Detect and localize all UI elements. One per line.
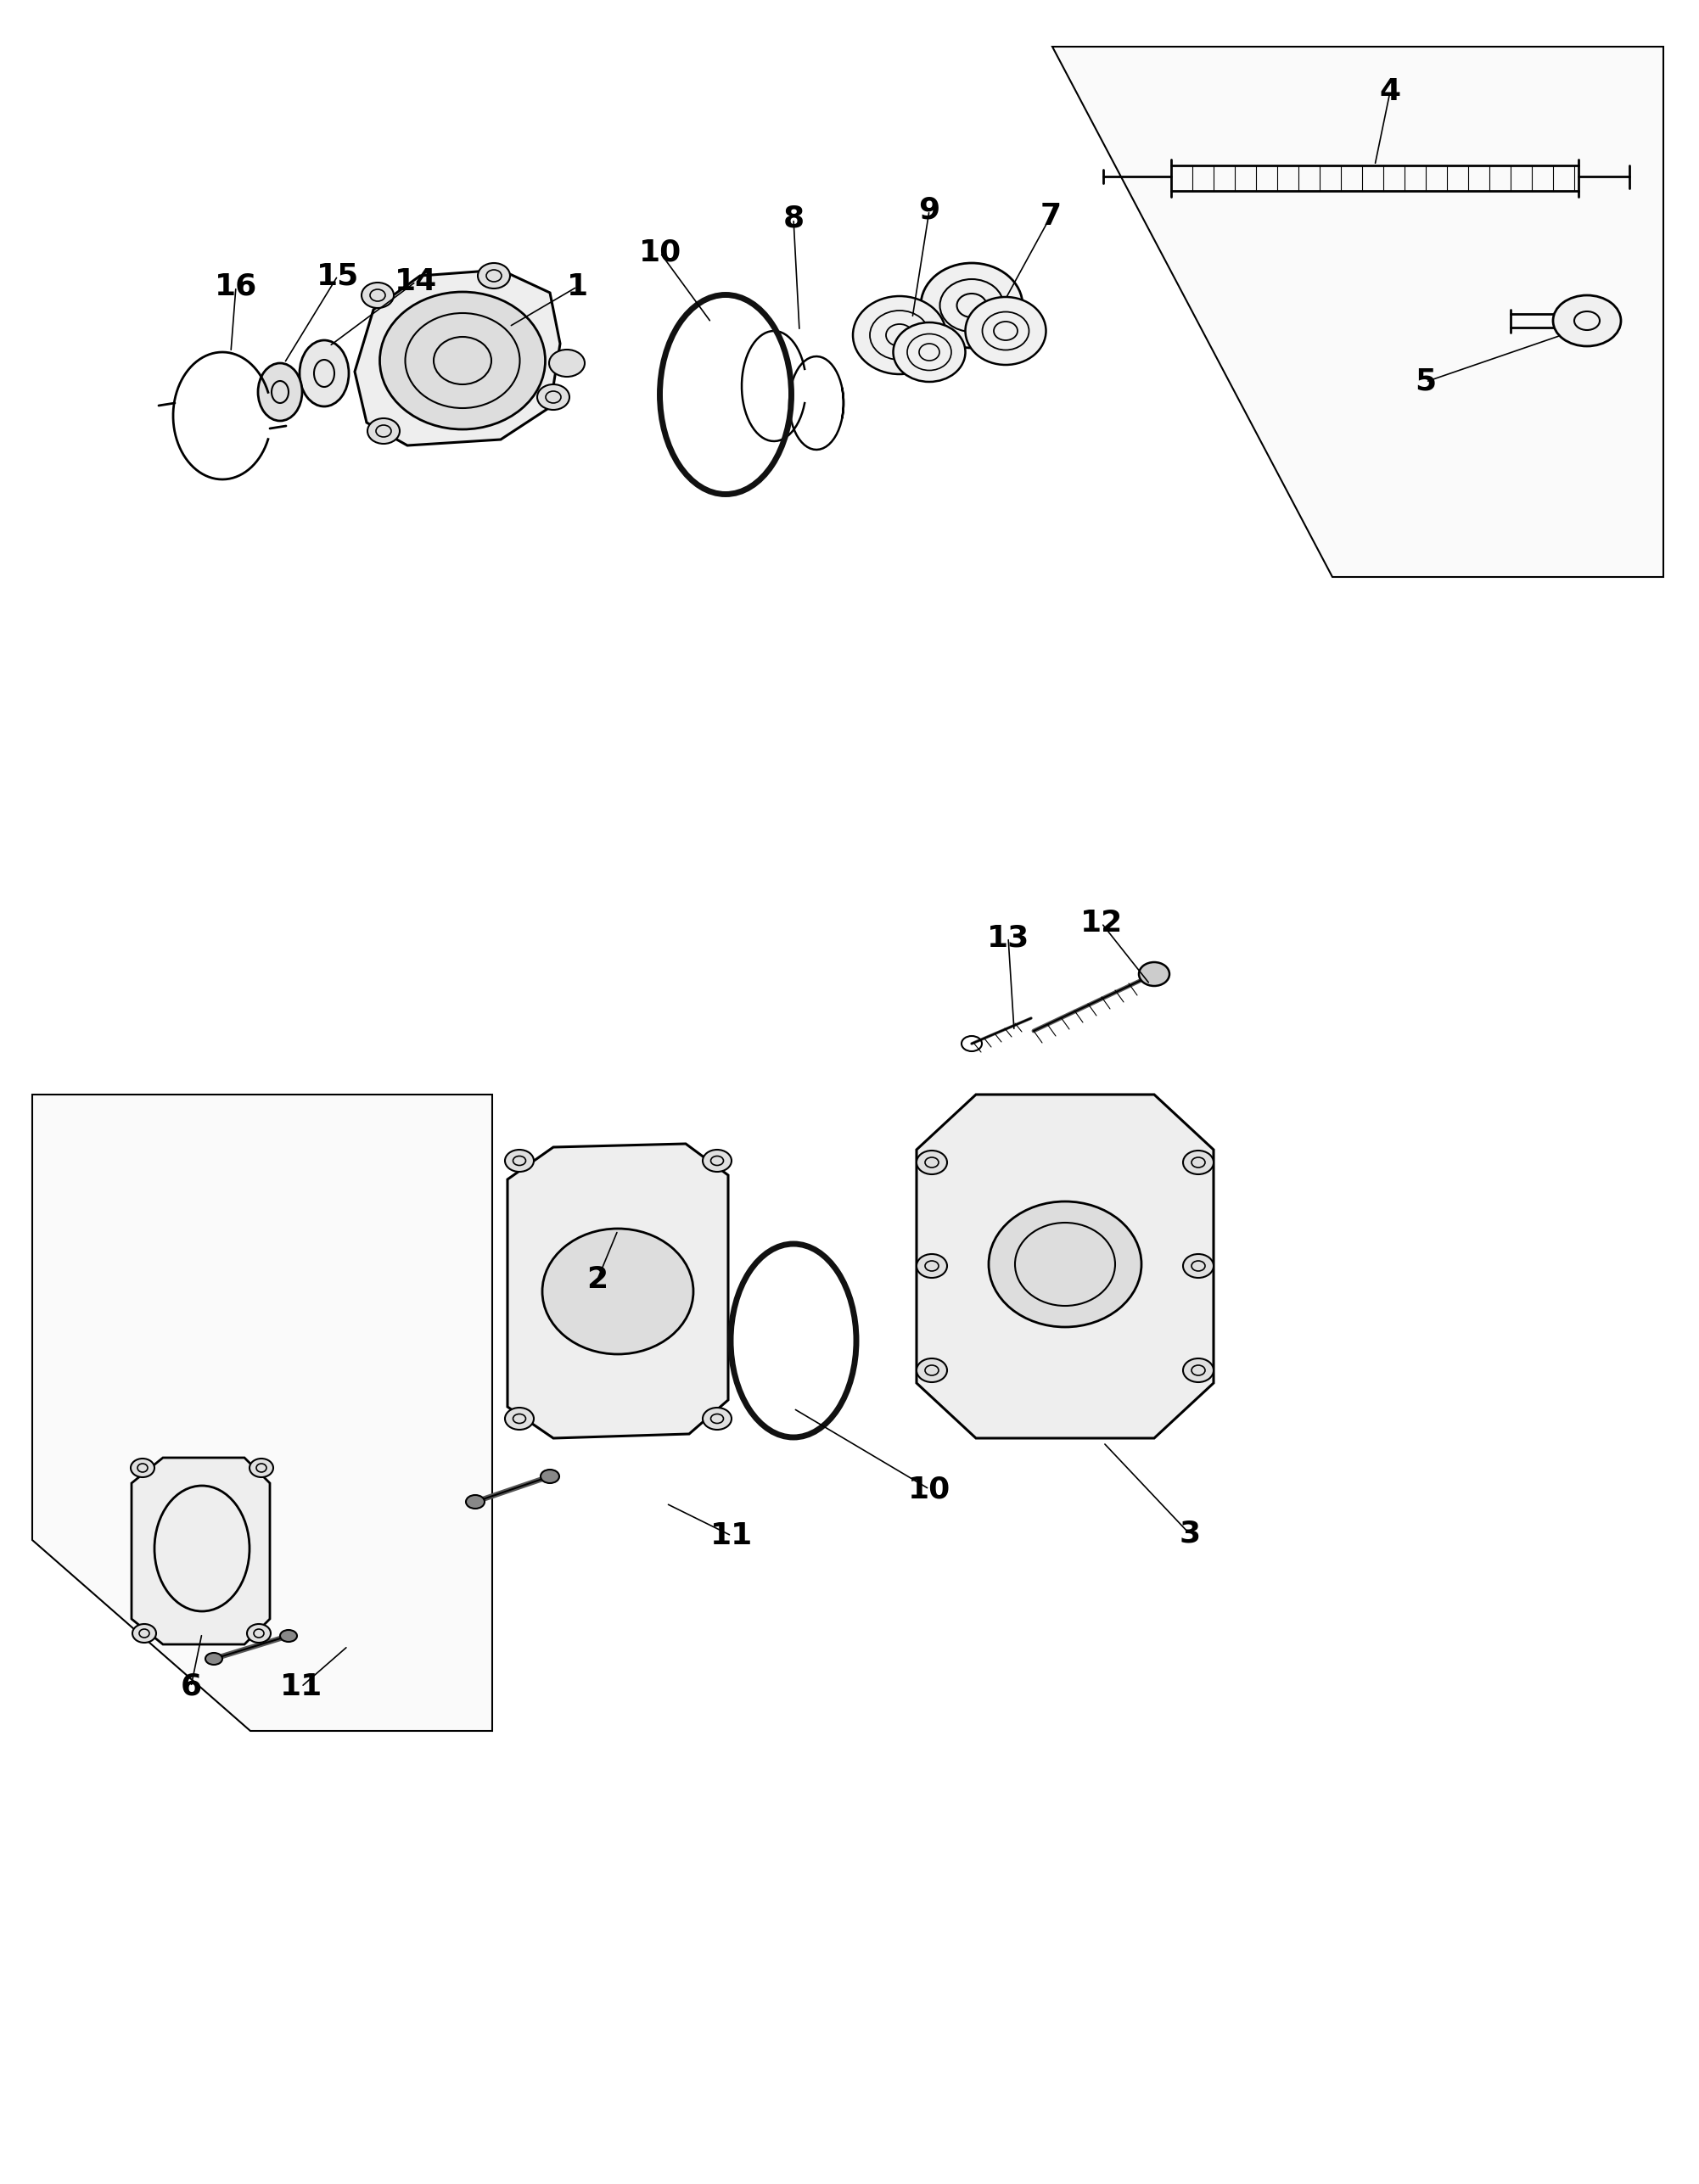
Text: 1: 1 xyxy=(566,273,588,301)
Ellipse shape xyxy=(280,1629,297,1642)
Ellipse shape xyxy=(853,297,946,373)
Ellipse shape xyxy=(921,262,1023,347)
Ellipse shape xyxy=(916,1358,946,1382)
Ellipse shape xyxy=(250,1459,274,1476)
Ellipse shape xyxy=(965,297,1047,365)
Text: 9: 9 xyxy=(919,197,940,225)
Ellipse shape xyxy=(703,1409,732,1431)
Ellipse shape xyxy=(1183,1358,1213,1382)
Ellipse shape xyxy=(381,293,545,430)
Text: 11: 11 xyxy=(280,1673,323,1701)
Text: 2: 2 xyxy=(586,1265,608,1293)
Text: 11: 11 xyxy=(710,1522,753,1551)
Ellipse shape xyxy=(246,1625,270,1642)
Text: 8: 8 xyxy=(783,205,804,234)
Polygon shape xyxy=(355,271,561,446)
Ellipse shape xyxy=(299,341,348,406)
Ellipse shape xyxy=(477,262,510,288)
Ellipse shape xyxy=(505,1409,533,1431)
Ellipse shape xyxy=(1553,295,1621,347)
Ellipse shape xyxy=(1183,1254,1213,1278)
Ellipse shape xyxy=(258,363,302,422)
Ellipse shape xyxy=(703,1149,732,1173)
Text: 4: 4 xyxy=(1380,76,1400,107)
Ellipse shape xyxy=(1183,1151,1213,1175)
Ellipse shape xyxy=(206,1653,223,1664)
Ellipse shape xyxy=(989,1201,1142,1328)
Ellipse shape xyxy=(916,1254,946,1278)
Polygon shape xyxy=(1052,46,1663,577)
Ellipse shape xyxy=(133,1625,156,1642)
Ellipse shape xyxy=(894,323,965,382)
Ellipse shape xyxy=(367,419,399,443)
Ellipse shape xyxy=(131,1459,155,1476)
Ellipse shape xyxy=(1138,963,1169,985)
Text: 3: 3 xyxy=(1179,1520,1201,1548)
Text: 14: 14 xyxy=(394,266,437,297)
Ellipse shape xyxy=(540,1470,559,1483)
Text: 7: 7 xyxy=(1040,201,1062,232)
Text: 5: 5 xyxy=(1415,367,1436,395)
Polygon shape xyxy=(32,1094,493,1732)
Text: 13: 13 xyxy=(987,924,1030,952)
Ellipse shape xyxy=(542,1230,693,1354)
Ellipse shape xyxy=(362,282,394,308)
Text: 16: 16 xyxy=(214,273,257,301)
Text: 10: 10 xyxy=(907,1474,951,1503)
Polygon shape xyxy=(916,1094,1213,1439)
Ellipse shape xyxy=(537,384,569,411)
Ellipse shape xyxy=(505,1149,533,1173)
Text: 15: 15 xyxy=(316,262,358,290)
Polygon shape xyxy=(508,1144,729,1439)
Ellipse shape xyxy=(916,1151,946,1175)
Ellipse shape xyxy=(549,349,584,376)
Text: 10: 10 xyxy=(639,238,681,266)
Ellipse shape xyxy=(466,1496,484,1509)
Text: 12: 12 xyxy=(1081,909,1123,937)
Polygon shape xyxy=(131,1457,270,1645)
Text: 6: 6 xyxy=(180,1673,202,1701)
